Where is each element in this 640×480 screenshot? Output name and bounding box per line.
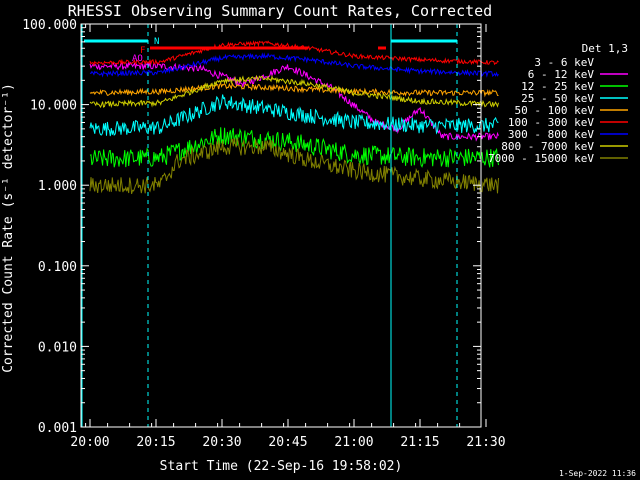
x-tick-label-1: 20:15 — [136, 435, 175, 450]
annotation-0: N — [154, 37, 159, 47]
series-line-7 — [89, 74, 499, 109]
series-7 — [89, 74, 499, 109]
series-line-8 — [89, 136, 499, 195]
legend-label-2: 12 - 25 keV — [521, 80, 594, 93]
series-line-4 — [89, 82, 499, 98]
series-line-2 — [89, 127, 499, 168]
annotation-2: AO — [132, 54, 143, 64]
annotation-1: F — [140, 46, 145, 56]
y-tick-label-5: 0.001 — [38, 421, 77, 436]
x-tick-label-2: 20:30 — [202, 435, 241, 450]
legend-label-4: 50 - 100 keV — [515, 104, 595, 117]
axis-layer: 20:00 20:15 20:30 20:45 21:00 21:15 21:30 100.0… — [22, 18, 505, 450]
legend-label-0: 3 - 6 keV — [534, 56, 594, 69]
x-tick-label-0: 20:00 — [70, 435, 109, 450]
x-tick-label-3: 20:45 — [268, 435, 307, 450]
series-2 — [89, 127, 499, 168]
y-tick-label-4: 0.010 — [38, 340, 77, 355]
y-tick-label-2: 1.000 — [38, 179, 77, 194]
legend-label-8: 7000 - 15000 keV — [488, 152, 594, 165]
series-8 — [89, 136, 499, 195]
legend-label-6: 300 - 800 keV — [508, 128, 594, 141]
footer-timestamp: 1-Sep-2022 11:36 — [559, 469, 636, 478]
x-tick-label-6: 21:30 — [466, 435, 505, 450]
series-line-6 — [89, 52, 499, 78]
series-4 — [89, 82, 499, 98]
legend-label-5: 100 - 300 keV — [508, 116, 594, 129]
series-line-3 — [89, 94, 499, 137]
series-6 — [89, 52, 499, 78]
series-3 — [89, 94, 499, 137]
y-tick-label-3: 0.100 — [38, 260, 77, 275]
y-tick-label-1: 10.000 — [30, 99, 77, 114]
legend-label-7: 800 - 7000 keV — [501, 140, 594, 153]
legend-label-1: 6 - 12 keV — [528, 68, 595, 81]
y-axis-label: Corrected Count Rate (s⁻¹ detector⁻¹) — [1, 83, 16, 373]
series-line-0 — [159, 150, 442, 285]
plot-frame — [80, 23, 482, 428]
x-tick-label-4: 21:00 — [334, 435, 373, 450]
legend-title: Det 1,3 — [582, 42, 628, 55]
x-tick-label-5: 21:15 — [400, 435, 439, 450]
legend-label-3: 25 - 50 keV — [521, 92, 594, 105]
x-axis-label: Start Time (22-Sep-16 19:58:02) — [160, 459, 403, 474]
series-layer — [89, 40, 500, 347]
chart-title: RHESSI Observing Summary Count Rates, Co… — [68, 2, 492, 20]
y-tick-label-0: 100.000 — [22, 18, 77, 33]
